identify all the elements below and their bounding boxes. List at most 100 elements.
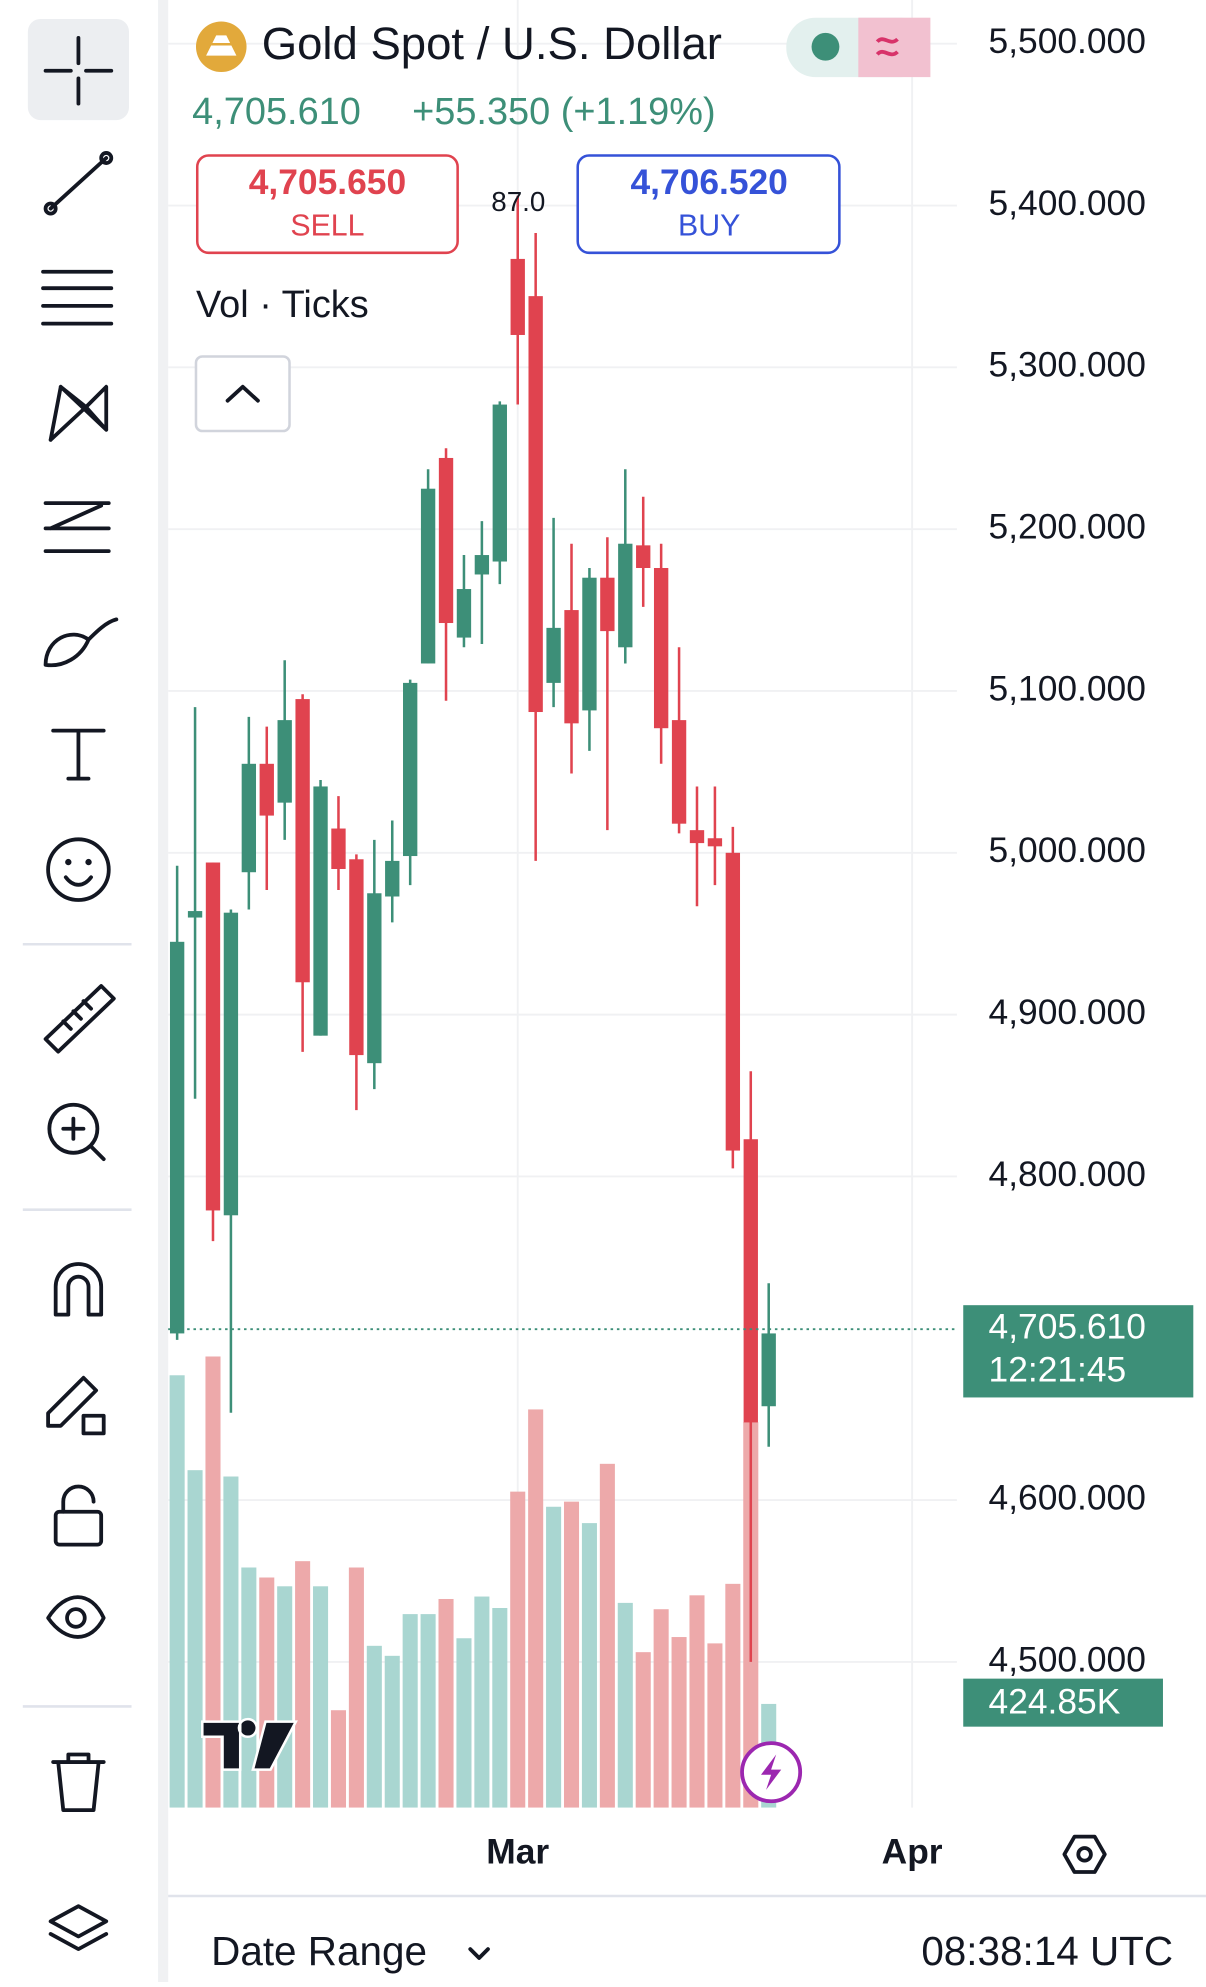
candle-body: [169, 941, 185, 1334]
volume-bar: [707, 1643, 723, 1808]
price-label: 4,705.610: [989, 1308, 1146, 1347]
layers-icon[interactable]: [48, 1904, 109, 1952]
wave-icon: [875, 37, 899, 57]
candle-body: [205, 862, 221, 1211]
y-tick-label: 5,100.000: [989, 669, 1146, 708]
volume-bar: [546, 1506, 562, 1808]
volume-bar: [528, 1409, 544, 1808]
trash-icon[interactable]: [51, 1752, 106, 1812]
zoom-icon[interactable]: [47, 1102, 100, 1155]
candle-body: [223, 912, 239, 1216]
volume-bar: [563, 1501, 580, 1808]
brush-icon[interactable]: [43, 617, 119, 668]
volume-bar: [348, 1567, 364, 1808]
y-tick-label: 5,000.000: [989, 831, 1146, 870]
emoji-icon[interactable]: [46, 837, 111, 902]
collapse-button[interactable]: [194, 355, 291, 433]
eye: [85, 858, 92, 866]
candle-body: [367, 893, 382, 1064]
sell-button[interactable]: [195, 154, 459, 255]
candle-body: [743, 1139, 758, 1423]
volume-bar: [169, 1375, 185, 1808]
candle-body: [510, 258, 525, 335]
volume-bar: [438, 1598, 454, 1808]
volume-bar: [313, 1586, 329, 1808]
candle-body: [349, 859, 364, 1056]
date-range-button[interactable]: Date Range: [211, 1928, 427, 1974]
candle-body: [187, 911, 203, 918]
candle-body: [636, 545, 651, 568]
crosshair-icon[interactable]: [43, 36, 114, 106]
y-tick-label: 4,600.000: [989, 1478, 1146, 1517]
indicator-legend: Vol · Ticks: [196, 284, 369, 326]
dot: [43, 201, 58, 216]
volume-bar: [689, 1595, 705, 1808]
candle-body: [707, 838, 723, 847]
date-range-chevron: [468, 1947, 490, 1960]
pattern-icon[interactable]: [48, 384, 109, 442]
projection-icon[interactable]: [43, 501, 111, 554]
sell-label: SELL: [290, 210, 364, 243]
volume-bar: [671, 1637, 687, 1808]
candle-body: [331, 828, 346, 869]
y-tick-label: 5,400.000: [989, 184, 1146, 223]
unlock-icon[interactable]: [53, 1509, 104, 1547]
price-label-box: [963, 1305, 1194, 1398]
y-tick-label: 5,300.000: [989, 346, 1146, 385]
ruler-icon[interactable]: [43, 984, 116, 1054]
settings-dot: [1076, 1846, 1093, 1863]
volume-bar: [402, 1614, 418, 1808]
volume-bar: [420, 1614, 436, 1808]
candle-body: [761, 1333, 776, 1407]
volume-bar: [725, 1583, 741, 1808]
magnet-icon[interactable]: [53, 1262, 104, 1317]
volume-bar: [581, 1523, 597, 1808]
divider: [158, 0, 169, 1982]
candle-body: [313, 786, 328, 1036]
x-tick-label: Mar: [486, 1833, 549, 1872]
y-tick-label: 4,500.000: [989, 1640, 1146, 1679]
volume-bar: [241, 1567, 257, 1808]
candle-body: [241, 763, 257, 873]
shackle: [61, 1484, 96, 1514]
eye-icon[interactable]: [46, 1595, 106, 1639]
candle-body: [277, 720, 292, 803]
eye: [65, 858, 72, 866]
candle-body: [420, 488, 436, 664]
candle-body: [725, 852, 741, 1151]
spread: 87.0: [491, 186, 545, 217]
pill-right: [858, 17, 931, 78]
buy-label: BUY: [678, 210, 740, 243]
candle-body: [403, 682, 418, 857]
trendline-icon[interactable]: [48, 156, 109, 211]
candle-body: [492, 404, 507, 562]
candle-body: [600, 577, 615, 632]
buy-price: 4,706.520: [630, 163, 787, 202]
fib-icon[interactable]: [41, 269, 114, 326]
candle-body: [653, 567, 669, 729]
volume-bar: [330, 1710, 347, 1808]
y-tick-label: 4,800.000: [989, 1155, 1146, 1194]
volume-bar: [187, 1470, 203, 1808]
crosshair-button[interactable]: [27, 18, 129, 121]
text-icon[interactable]: [51, 728, 106, 781]
volume-bar: [277, 1586, 293, 1808]
candle-body: [474, 555, 490, 575]
lightning-icon: [761, 1754, 782, 1790]
dot: [99, 151, 114, 165]
buy-button[interactable]: [576, 154, 841, 255]
countdown-label: 12:21:45: [989, 1351, 1127, 1390]
y-tick-label: 5,500.000: [989, 22, 1146, 61]
settings-icon[interactable]: [1062, 1834, 1107, 1874]
volume-bar: [617, 1602, 633, 1808]
last-price: 4,705.610: [192, 91, 361, 133]
smile: [63, 875, 93, 887]
plot-area: [168, 0, 957, 1808]
y-tick-label: 4,900.000: [989, 993, 1146, 1032]
lock-draw-icon[interactable]: [46, 1375, 99, 1428]
volume-bar: [653, 1609, 669, 1808]
candle-body: [259, 763, 274, 816]
tv-logo: [201, 1717, 298, 1771]
symbol-title: Gold Spot / U.S. Dollar: [262, 18, 722, 69]
